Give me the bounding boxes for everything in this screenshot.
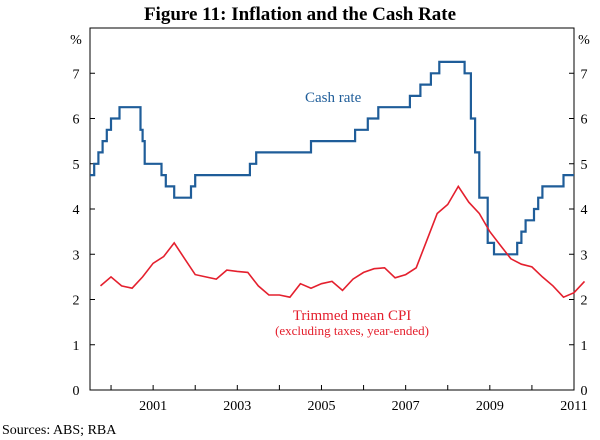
x-tick-label: 2009	[476, 399, 504, 414]
y-tick-label-left: 1	[73, 339, 80, 354]
y-tick-label-right: 2	[581, 294, 588, 309]
cash-rate-label: Cash rate	[305, 90, 362, 106]
y-tick-label-left: 2	[73, 294, 80, 309]
y-tick-label-right: 5	[581, 158, 588, 173]
y-tick-label-right: 6	[581, 113, 588, 128]
x-tick-label: 2005	[307, 399, 335, 414]
series-group	[90, 60, 586, 299]
x-tick-label: 2007	[392, 399, 420, 414]
trimmed-mean-cpi-line	[99, 184, 586, 299]
y-tick-label-left: 7	[73, 67, 80, 82]
chart-title: Figure 11: Inflation and the Cash Rate	[144, 4, 456, 25]
y-tick-label-left: 0	[73, 384, 80, 399]
x-tick-label: 2011	[560, 399, 587, 414]
right-unit-label: %	[578, 33, 590, 48]
x-axis: 2001 2003 2005 2007 2009 2011	[110, 385, 588, 414]
source-note: Sources: ABS; RBA	[2, 423, 117, 438]
y-axis-left: 0 1 2 3 4 5 6 7	[73, 67, 95, 399]
y-tick-label-left: 4	[73, 203, 80, 218]
y-tick-label-right: 1	[581, 339, 588, 354]
cpi-sublabel: (excluding taxes, year-ended)	[275, 323, 429, 338]
y-tick-label-right: 7	[581, 67, 588, 82]
cash-rate-line	[90, 60, 574, 256]
x-tick-label: 2001	[139, 399, 167, 414]
y-axis-right: 0 1 2 3 4 5 6 7	[569, 67, 588, 399]
y-tick-label-right: 4	[581, 203, 588, 218]
y-tick-label-right: 3	[581, 248, 588, 263]
y-tick-label-left: 5	[73, 158, 80, 173]
cpi-label: Trimmed mean CPI	[293, 308, 412, 324]
x-tick-label: 2003	[223, 399, 251, 414]
left-unit-label: %	[70, 33, 82, 48]
y-tick-label-right: 0	[581, 384, 588, 399]
y-tick-label-left: 6	[73, 113, 80, 128]
y-tick-label-left: 3	[73, 248, 80, 263]
